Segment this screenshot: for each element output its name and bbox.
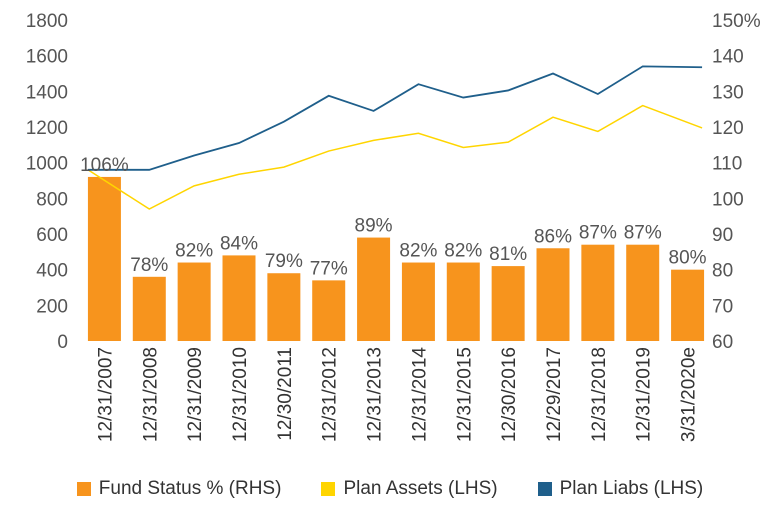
fund-status-bar bbox=[87, 176, 121, 341]
bar-data-label: 79% bbox=[265, 251, 303, 272]
legend-swatch-plan-assets bbox=[321, 482, 336, 496]
x-tick-label: 12/31/2013 bbox=[365, 347, 386, 442]
fund-status-bar bbox=[132, 276, 166, 341]
right-tick-label: 80 bbox=[712, 261, 733, 282]
fund-status-bar bbox=[626, 244, 660, 341]
legend-label-plan-liabs: Plan Liabs (LHS) bbox=[559, 478, 704, 499]
legend-label-plan-assets: Plan Assets (LHS) bbox=[343, 478, 498, 499]
x-tick-label: 12/31/2008 bbox=[140, 347, 161, 442]
right-tick-label: 60 bbox=[712, 332, 733, 353]
right-axis: 60 70 80 90 100 110 120 130 140 150% bbox=[712, 11, 761, 353]
x-tick-label: 12/29/2017 bbox=[544, 347, 565, 442]
bar-data-label: 82% bbox=[399, 241, 437, 262]
x-tick-label: 12/31/2019 bbox=[634, 347, 655, 442]
bar-data-label: 106% bbox=[80, 155, 129, 176]
fund-status-bar bbox=[581, 244, 615, 341]
x-tick-label: 12/31/2014 bbox=[409, 347, 430, 443]
bar-data-label: 82% bbox=[175, 241, 213, 262]
x-tick-label: 12/31/2010 bbox=[230, 347, 251, 442]
left-tick-label: 600 bbox=[36, 225, 68, 246]
legend-swatch-fund-status bbox=[76, 482, 91, 496]
plan-liabs-line bbox=[87, 65, 703, 171]
x-axis: 12/31/2007 12/31/2008 12/31/2009 12/31/2010… bbox=[95, 347, 699, 443]
legend: Fund Status % (RHS) Plan Assets (LHS) Pl… bbox=[0, 478, 780, 500]
right-tick-label: 140 bbox=[712, 47, 744, 68]
legend-item-plan-liabs: Plan Liabs (LHS) bbox=[537, 478, 704, 500]
x-tick-label: 12/31/2009 bbox=[185, 347, 206, 442]
x-tick-label: 12/30/2011 bbox=[275, 347, 296, 441]
right-tick-label: 70 bbox=[712, 296, 733, 317]
x-tick-label: 12/31/2007 bbox=[95, 347, 116, 442]
legend-swatch-plan-liabs bbox=[537, 482, 552, 496]
x-tick-label: 12/31/2015 bbox=[454, 347, 475, 442]
fund-status-chart: 0 200 400 600 800 1000 1200 1400 1600 1800 60 70 80… bbox=[26, 11, 761, 443]
bar-data-label: 81% bbox=[489, 244, 527, 265]
left-tick-label: 0 bbox=[57, 332, 68, 353]
bar-data-labels: 106% 78% 82% 84% 79% 77% 89% 82% 82% 81% 86% 87% 87%… bbox=[80, 155, 707, 279]
fund-status-bar bbox=[491, 266, 525, 341]
bar-data-label: 87% bbox=[579, 223, 617, 244]
right-tick-label: 120 bbox=[712, 118, 744, 139]
fund-status-bar bbox=[671, 269, 705, 341]
right-tick-label: 130 bbox=[712, 82, 744, 103]
legend-item-plan-assets: Plan Assets (LHS) bbox=[321, 478, 498, 500]
fund-status-bar bbox=[222, 255, 256, 341]
left-tick-label: 1600 bbox=[26, 47, 68, 68]
bar-data-label: 78% bbox=[130, 255, 168, 276]
x-tick-label: 3/31/2020e bbox=[679, 347, 700, 442]
plan-assets-line bbox=[87, 104, 703, 210]
bar-data-label: 80% bbox=[669, 248, 707, 269]
bar-data-label: 87% bbox=[624, 223, 662, 244]
left-tick-label: 1200 bbox=[26, 118, 68, 139]
left-tick-label: 1800 bbox=[26, 11, 68, 32]
fund-status-bar bbox=[446, 262, 480, 341]
fund-status-bar bbox=[357, 237, 391, 341]
left-tick-label: 1400 bbox=[26, 82, 68, 103]
bar-data-label: 86% bbox=[534, 226, 572, 247]
fund-status-bar bbox=[312, 280, 346, 341]
right-tick-label: 110 bbox=[712, 154, 742, 175]
x-tick-label: 12/31/2018 bbox=[589, 347, 610, 442]
fund-status-bars bbox=[87, 176, 705, 341]
fund-status-bar bbox=[177, 262, 211, 341]
left-tick-label: 1000 bbox=[26, 154, 68, 175]
fund-status-bar bbox=[267, 273, 301, 341]
left-axis: 0 200 400 600 800 1000 1200 1400 1600 1800 bbox=[26, 11, 68, 353]
x-tick-label: 12/30/2016 bbox=[499, 347, 520, 442]
fund-status-bar bbox=[536, 248, 570, 341]
left-tick-label: 200 bbox=[36, 296, 68, 317]
right-tick-label: 150% bbox=[712, 11, 761, 32]
right-tick-label: 100 bbox=[712, 189, 744, 210]
legend-label-fund-status: Fund Status % (RHS) bbox=[98, 478, 282, 499]
fund-status-bar bbox=[401, 262, 435, 341]
legend-item-fund-status: Fund Status % (RHS) bbox=[76, 478, 282, 500]
bar-data-label: 82% bbox=[444, 241, 482, 262]
bar-data-label: 84% bbox=[220, 233, 258, 254]
bar-data-label: 77% bbox=[310, 258, 348, 279]
left-tick-label: 400 bbox=[36, 261, 68, 282]
bar-data-label: 89% bbox=[355, 216, 393, 237]
plan-lines bbox=[87, 65, 703, 210]
x-tick-label: 12/31/2012 bbox=[320, 347, 341, 442]
left-tick-label: 800 bbox=[36, 189, 68, 210]
right-tick-label: 90 bbox=[712, 225, 733, 246]
